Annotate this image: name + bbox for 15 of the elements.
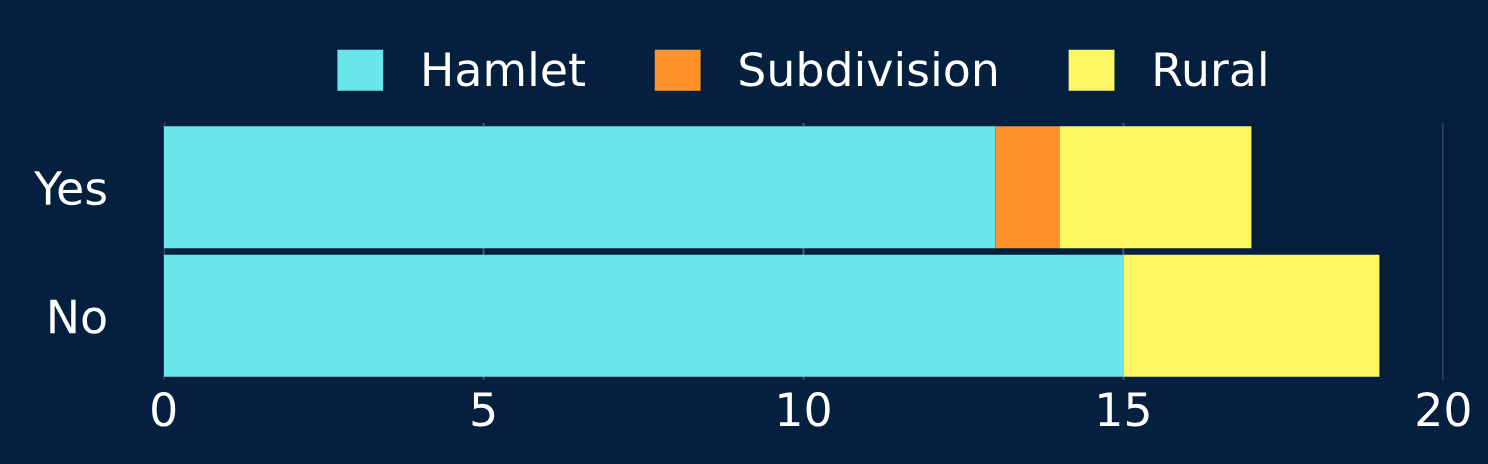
legend-label: Subdivision [740,51,996,87]
x-tick-label: 20 [1417,391,1470,427]
y-tick-label: No [50,299,106,334]
legend-label: Rural [1155,51,1266,87]
legend-label: Hamlet [424,51,585,87]
x-tick-label: 5 [472,392,495,427]
y-tick-label: Yes [34,171,106,206]
bar [163,126,996,249]
bar [1123,254,1380,377]
bar [163,254,1124,377]
x-tick-label: 15 [1099,392,1149,427]
x-tick-label: 0 [152,391,176,427]
bar [995,126,1060,249]
x-tick-label: 10 [779,391,830,427]
bar [1059,126,1252,249]
